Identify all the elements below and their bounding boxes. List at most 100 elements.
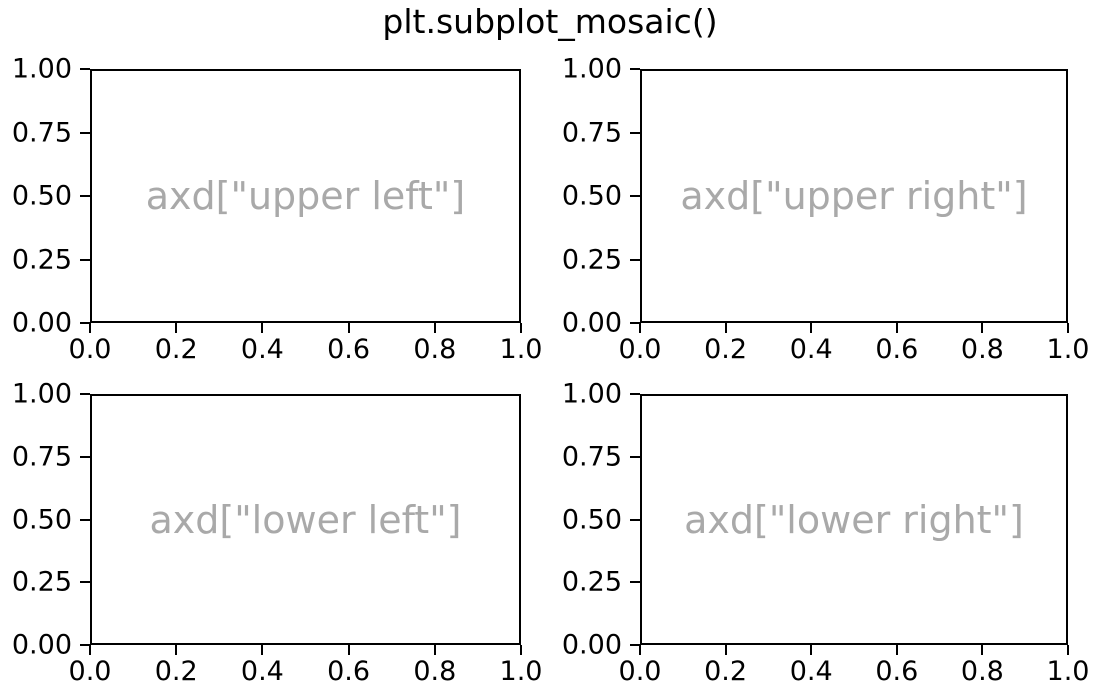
x-tick-mark (347, 323, 350, 333)
axes-lower-left: axd["lower left"] (90, 394, 521, 645)
x-tick-mark (89, 645, 91, 655)
x-tick-mark (175, 323, 178, 333)
y-tick-mark (630, 68, 640, 70)
y-tick-mark (80, 322, 90, 324)
y-tick-label: 0.75 (11, 441, 72, 473)
y-tick-mark (630, 131, 640, 134)
y-tick-label: 1.00 (561, 53, 622, 85)
x-tick-mark (810, 645, 813, 655)
x-tick-mark (520, 323, 522, 333)
x-tick-label: 0.2 (154, 656, 198, 687)
y-tick-mark (80, 131, 90, 134)
x-tick-label: 0.4 (240, 334, 284, 365)
y-tick-label: 0.25 (11, 244, 72, 275)
x-tick-mark (520, 645, 522, 655)
y-tick-mark (630, 455, 640, 458)
subplot-lower-right: axd["lower right"] 0.0 0.2 0.4 0.6 0.8 1.0 0.0… (562, 381, 1090, 686)
x-tick-label: 0.2 (704, 656, 748, 687)
y-tick-label: 0.00 (561, 629, 622, 661)
x-tick-mark (639, 323, 641, 333)
x-tick-label: 0.0 (68, 334, 112, 365)
y-tick-mark (80, 195, 90, 197)
x-tick-label: 0.0 (618, 334, 662, 365)
x-tick-label: 1.0 (499, 656, 543, 687)
x-tick-label: 0.4 (789, 656, 833, 687)
x-tick-label: 0.2 (704, 334, 748, 365)
y-tick-label: 1.00 (561, 378, 622, 410)
x-tick-label: 1.0 (1046, 656, 1090, 687)
x-tick-label: 0.8 (960, 656, 1004, 687)
y-tick-label: 0.50 (561, 180, 622, 212)
x-tick-label: 0.8 (413, 334, 457, 365)
x-tick-label: 0.6 (327, 334, 371, 365)
x-tick-label: 0.4 (789, 334, 833, 365)
y-tick-mark (80, 393, 90, 395)
y-tick-mark (630, 644, 640, 646)
x-tick-mark (347, 645, 350, 655)
y-tick-mark (630, 195, 640, 197)
x-tick-mark (433, 323, 436, 333)
y-tick-label: 0.75 (11, 117, 72, 148)
y-tick-mark (630, 322, 640, 324)
x-tick-mark (895, 645, 898, 655)
y-tick-label: 0.25 (561, 566, 622, 598)
x-tick-label: 0.6 (875, 334, 919, 365)
y-tick-label: 0.50 (11, 504, 72, 535)
y-tick-label: 1.00 (11, 53, 72, 85)
y-tick-mark (630, 581, 640, 584)
x-tick-mark (724, 323, 727, 333)
axes-annotation-upper-right: axd["upper right"] (680, 174, 1028, 218)
x-tick-label: 0.8 (960, 334, 1004, 365)
x-tick-label: 0.6 (327, 656, 371, 687)
x-tick-mark (261, 323, 264, 333)
x-tick-label: 0.2 (154, 334, 198, 365)
x-tick-mark (261, 645, 264, 655)
x-tick-mark (1067, 323, 1069, 333)
x-tick-label: 1.0 (499, 334, 543, 365)
y-tick-mark (80, 518, 90, 521)
x-tick-mark (433, 645, 436, 655)
axes-lower-right: axd["lower right"] (640, 394, 1068, 645)
x-tick-label: 0.4 (240, 656, 284, 687)
axes-upper-right: axd["upper right"] (640, 69, 1068, 323)
y-tick-label: 0.75 (561, 117, 622, 148)
y-tick-label: 0.50 (11, 180, 72, 212)
axes-annotation-lower-left: axd["lower left"] (149, 497, 462, 542)
subplot-upper-right: axd["upper right"] 0.0 0.2 0.4 0.6 0.8 1.0 0.0… (562, 56, 1090, 364)
x-tick-mark (89, 323, 91, 333)
x-tick-mark (981, 645, 984, 655)
y-tick-mark (80, 581, 90, 584)
x-tick-mark (175, 645, 178, 655)
subplot-lower-left: axd["lower left"] 0.0 0.2 0.4 0.6 0.8 1.0 0.00… (12, 381, 543, 686)
y-tick-mark (630, 518, 640, 521)
y-tick-label: 0.75 (561, 441, 622, 473)
y-tick-label: 0.00 (11, 307, 72, 339)
x-tick-mark (810, 323, 813, 333)
y-tick-label: 0.00 (561, 307, 622, 339)
x-tick-mark (981, 323, 984, 333)
y-tick-mark (630, 258, 640, 261)
y-tick-label: 1.00 (11, 378, 72, 410)
y-tick-label: 0.50 (561, 504, 622, 535)
x-tick-mark (1067, 645, 1069, 655)
x-tick-label: 0.0 (68, 656, 112, 687)
y-tick-mark (80, 455, 90, 458)
x-tick-mark (895, 323, 898, 333)
axes-annotation-upper-left: axd["upper left"] (145, 174, 466, 218)
y-tick-label: 0.25 (11, 566, 72, 598)
x-tick-label: 0.0 (618, 656, 662, 687)
axes-upper-left: axd["upper left"] (90, 69, 521, 323)
y-tick-label: 0.25 (561, 244, 622, 275)
x-tick-label: 0.8 (413, 656, 457, 687)
y-tick-mark (80, 258, 90, 261)
y-tick-label: 0.00 (11, 629, 72, 661)
x-tick-mark (724, 645, 727, 655)
subplot-upper-left: axd["upper left"] 0.0 0.2 0.4 0.6 0.8 1.0 0.00… (12, 56, 543, 364)
y-tick-mark (80, 644, 90, 646)
y-tick-mark (80, 68, 90, 70)
y-tick-mark (630, 393, 640, 395)
figure-title: plt.subplot_mosaic() (382, 2, 718, 41)
x-tick-label: 0.6 (875, 656, 919, 687)
axes-annotation-lower-right: axd["lower right"] (684, 497, 1024, 542)
